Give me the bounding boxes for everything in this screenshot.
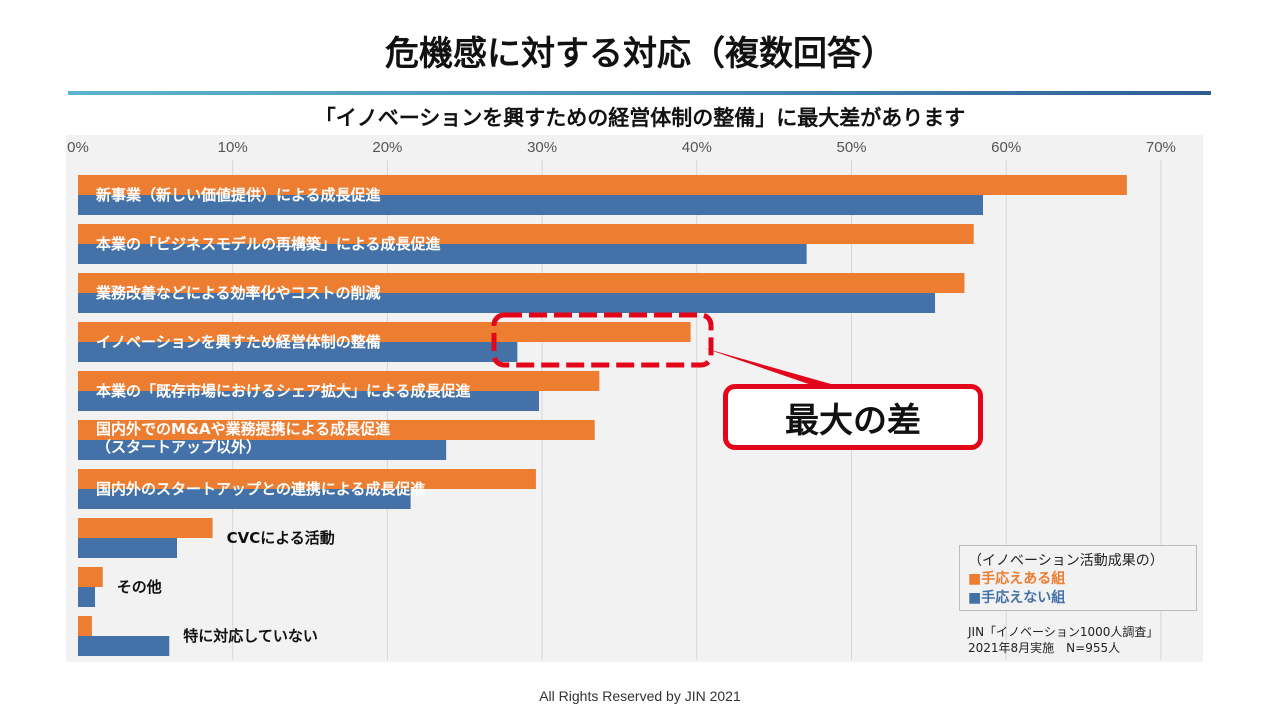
bar-series1 (78, 322, 691, 342)
bar-series2 (78, 342, 518, 362)
category-label: 国内外でのM&Aや業務提携による成長促進（スタートアップ以外） (96, 420, 391, 456)
x-tick-label: 0% (67, 139, 89, 156)
bar-series1 (78, 273, 965, 293)
x-tick-label: 30% (527, 139, 557, 156)
bars (78, 175, 1127, 656)
category-label: 本業の「既存市場におけるシェア拡大」による成長促進 (96, 382, 472, 400)
bar-series2 (78, 195, 983, 215)
category-label: 国内外のスタートアップとの連携による成長促進 (96, 480, 426, 498)
bar-series2 (78, 244, 807, 264)
legend-item-responsive: ■手応えある組 (968, 571, 1066, 587)
legend-item-unresponsive: ■手応えない組 (968, 590, 1066, 606)
bar-series2 (78, 538, 178, 558)
highlight-annotation (491, 312, 838, 390)
category-label: 業務改善などによる効率化やコストの削減 (95, 284, 381, 302)
callout-pointer (704, 348, 838, 390)
category-label: 特に対応していない (183, 627, 318, 645)
bar-series1 (78, 469, 536, 489)
x-tick-label: 20% (372, 139, 402, 156)
x-tick-label: 10% (218, 139, 248, 156)
x-tick-label: 50% (836, 139, 866, 156)
bar-series2 (78, 587, 96, 607)
bar-series1 (78, 371, 600, 391)
bar-series2 (78, 489, 411, 509)
bar-series1 (78, 224, 974, 244)
bar-series1 (78, 518, 213, 538)
category-label: 本業の「ビジネスモデルの再構築」による成長促進 (96, 235, 442, 253)
legend: （イノベーション活動成果の） ■手応えある組 ■手応えない組 (959, 545, 1197, 611)
source-note: JIN「イノベーション1000人調査」 2021年8月実施 N=955人 (968, 624, 1158, 656)
chart-subtitle: 「イノベーションを興すための経営体制の整備」に最大差があります (314, 106, 966, 130)
category-label: イノベーションを興すため経営体制の整備 (96, 333, 381, 351)
x-tick-label: 70% (1146, 139, 1176, 156)
bar-series1 (78, 567, 103, 587)
bar-series2 (78, 391, 540, 411)
category-labels: 新事業（新しい価値提供）による成長促進本業の「ビジネスモデルの再構築」による成長… (95, 186, 472, 645)
copyright-footer: All Rights Reserved by JIN 2021 (539, 688, 741, 704)
x-tick-label: 60% (991, 139, 1021, 156)
max-difference-callout: 最大の差 (723, 384, 983, 450)
page-title: 危機感に対する対応（複数回答） (385, 34, 895, 74)
bar-series2 (78, 440, 447, 460)
title-divider (68, 91, 1211, 95)
x-axis-ticks: 0% 10% 20% 30% 40% 50% 60% 70% (67, 139, 1176, 156)
source-line-date: 2021年8月実施 N=955人 (968, 641, 1121, 655)
category-label: その他 (117, 578, 162, 596)
x-tick-label: 40% (682, 139, 712, 156)
bar-series2 (78, 636, 170, 656)
bar-series1 (78, 175, 1127, 195)
source-line-survey: JIN「イノベーション1000人調査」 (968, 625, 1159, 639)
bar-series1 (78, 616, 92, 636)
bar-series2 (78, 293, 936, 313)
highlight-dashed-box (491, 312, 714, 368)
category-label: CVCによる活動 (227, 529, 335, 547)
legend-title: （イノベーション活動成果の） (968, 553, 1164, 569)
bar-series1 (78, 420, 595, 440)
category-label: 新事業（新しい価値提供）による成長促進 (96, 186, 382, 204)
